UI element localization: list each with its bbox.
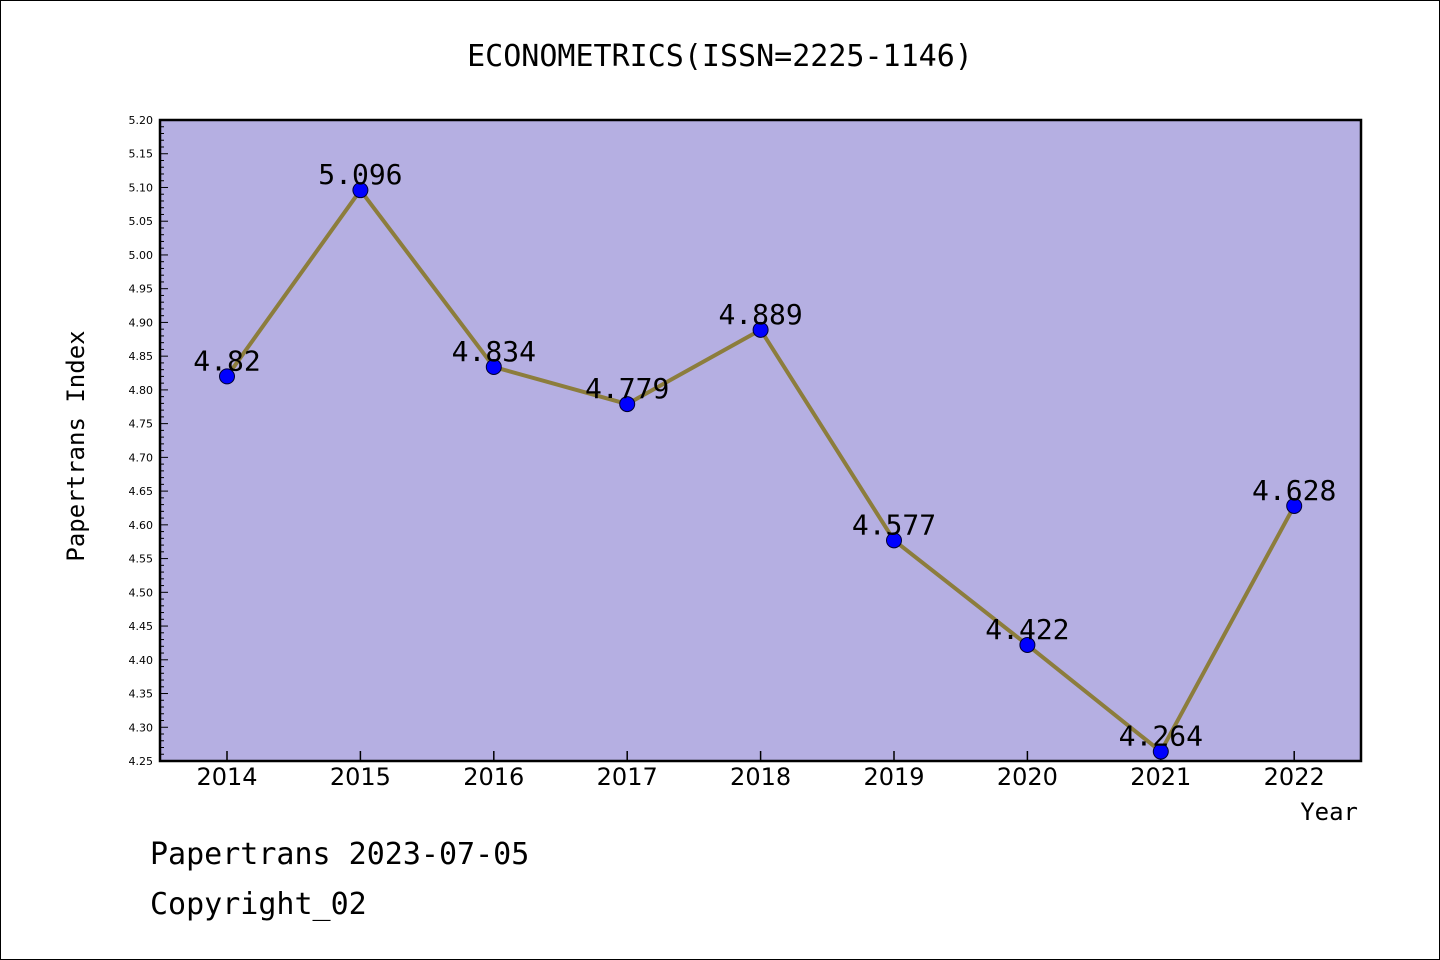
y-tick-label: 5.05	[129, 215, 154, 228]
y-tick-label: 4.40	[129, 654, 154, 667]
data-label: 4.628	[1252, 474, 1336, 507]
data-label: 4.264	[1119, 720, 1203, 753]
data-point	[752, 321, 769, 338]
x-axis-label: Year	[1300, 798, 1358, 826]
x-tick-label: 2018	[730, 763, 791, 791]
data-label: 4.422	[985, 613, 1069, 646]
y-tick-label: 5.15	[129, 148, 154, 161]
y-tick-label: 4.90	[129, 316, 154, 329]
footer-copyright: Copyright_02	[150, 887, 367, 922]
y-tick-label: 4.65	[129, 485, 154, 498]
data-label: 4.889	[718, 298, 802, 331]
y-tick-label: 4.50	[129, 586, 154, 599]
y-tick-label: 4.25	[129, 755, 154, 768]
data-point	[1152, 743, 1169, 760]
x-tick-label: 2022	[1264, 763, 1325, 791]
data-point	[886, 532, 902, 549]
series-line: 4.82 5.096 4.834 4.779 4.889 4.577 4.422 4.264 4…	[193, 158, 1336, 760]
y-tick-label: 5.00	[129, 249, 154, 262]
x-axis: 2014 2015 2016 2017 2018 2019 2020 2021 2022	[196, 751, 1325, 791]
data-point	[219, 368, 235, 385]
y-axis: 4.25 4.30 4.35 4.40 4.45 4.50 4.55 4.60 4.65 4.70…	[129, 114, 168, 768]
data-point	[1286, 497, 1303, 514]
y-tick-label: 4.60	[129, 519, 154, 532]
y-tick-label: 4.75	[129, 418, 154, 431]
chart-title: ECONOMETRICS(ISSN=2225-1146)	[467, 39, 973, 74]
data-point	[485, 358, 502, 375]
data-label: 4.577	[852, 508, 936, 541]
data-point	[619, 396, 636, 413]
y-tick-label: 4.30	[129, 721, 154, 734]
data-label: 4.82	[193, 344, 260, 377]
data-point	[352, 182, 369, 199]
x-tick-label: 2019	[863, 763, 924, 791]
y-tick-label: 4.45	[129, 620, 154, 633]
data-point	[1019, 636, 1036, 653]
data-label: 5.096	[318, 158, 402, 191]
y-tick-label: 5.20	[129, 114, 154, 127]
y-tick-label: 4.95	[129, 283, 154, 296]
x-tick-label: 2015	[330, 763, 391, 791]
y-tick-label: 4.70	[129, 451, 154, 464]
x-tick-label: 2014	[196, 763, 257, 791]
plot-area	[158, 118, 1363, 763]
y-tick-label: 4.35	[129, 688, 154, 701]
footer-date: Papertrans 2023-07-05	[150, 837, 529, 872]
data-label: 4.834	[452, 335, 536, 368]
x-tick-label: 2020	[997, 763, 1058, 791]
y-tick-label: 4.85	[129, 350, 154, 363]
x-tick-label: 2021	[1130, 763, 1191, 791]
data-label: 4.779	[585, 372, 669, 405]
y-tick-label: 4.80	[129, 384, 154, 397]
y-tick-label: 4.55	[129, 553, 154, 566]
y-tick-label: 5.10	[129, 181, 154, 194]
y-axis-label: Papertrans Index	[62, 330, 90, 561]
x-tick-label: 2017	[597, 763, 658, 791]
x-tick-label: 2016	[463, 763, 524, 791]
